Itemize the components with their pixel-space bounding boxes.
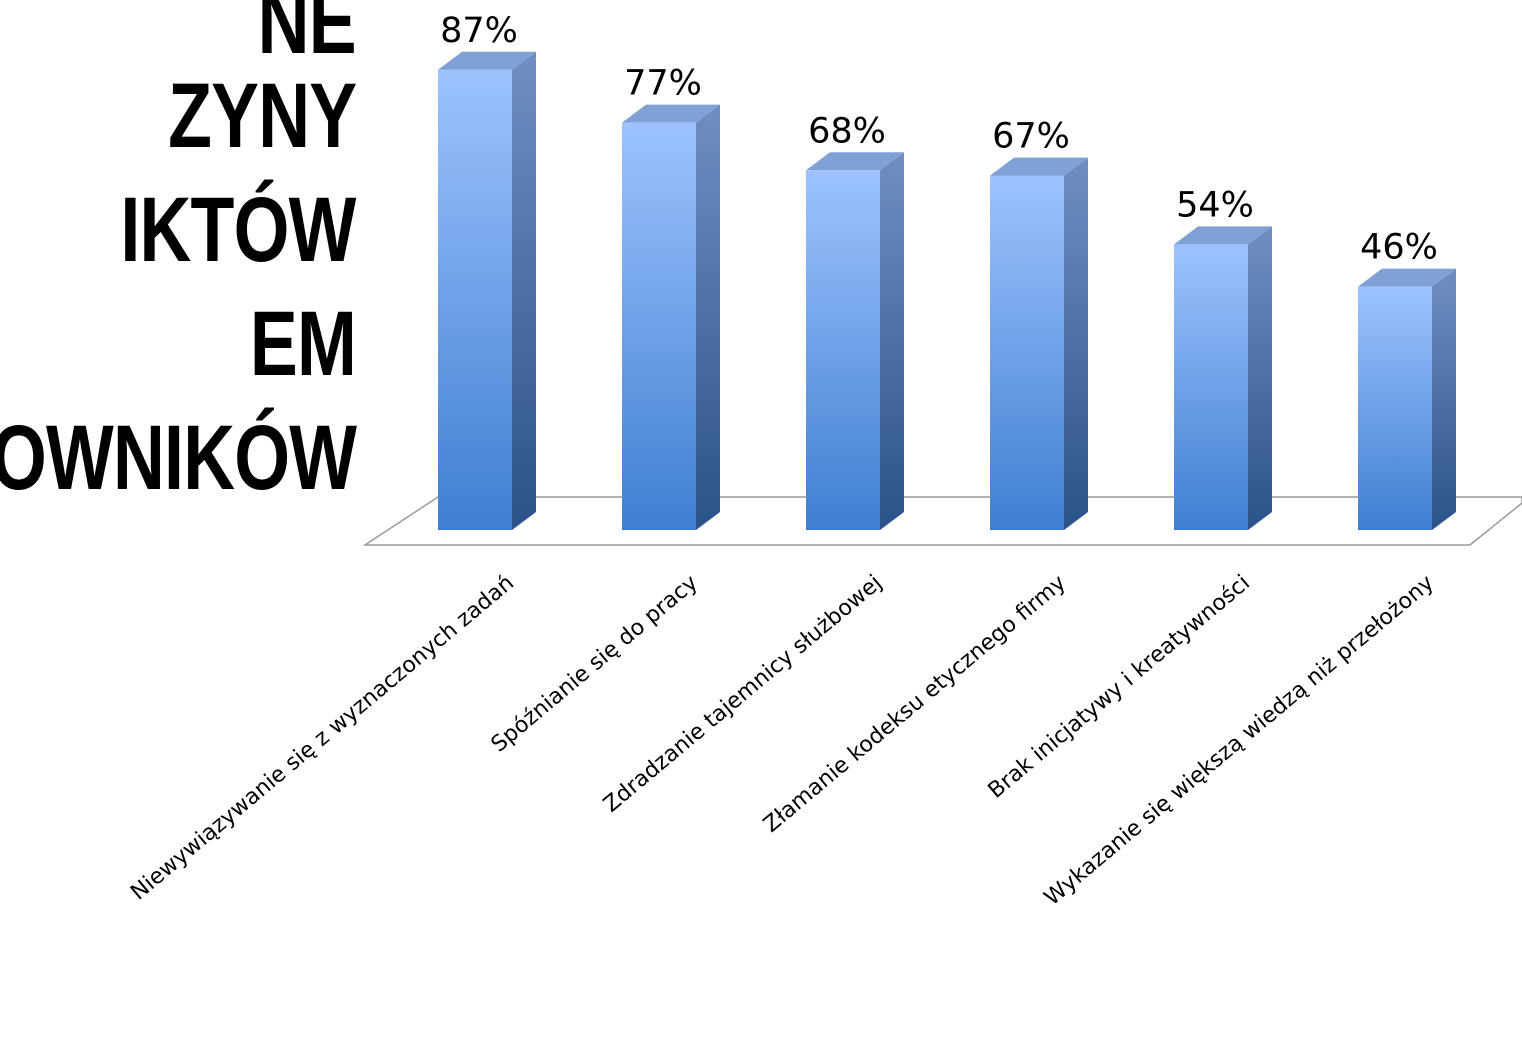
title-line-1: NE: [257, 0, 357, 73]
data-label-4: 67%: [992, 117, 1070, 157]
title-line-4: EM: [249, 293, 357, 395]
bar-4: [990, 157, 1088, 530]
bar-top: [990, 157, 1088, 176]
bar-6: [1358, 268, 1456, 530]
title-line-2: ZYNY: [167, 65, 357, 167]
bar-side: [1248, 226, 1272, 530]
bar-top: [1358, 268, 1456, 287]
bar-front: [1174, 244, 1248, 530]
bar-side: [1432, 268, 1456, 530]
bar-top: [438, 51, 536, 70]
title-line-3: IKTÓW: [120, 179, 357, 281]
data-label-1: 87%: [440, 11, 518, 51]
category-label-6: Wykazanie się większą wiedzą niż przełoż…: [1040, 570, 1439, 910]
bar-5: [1174, 226, 1272, 530]
bar-side: [512, 51, 536, 531]
bar-front: [806, 170, 880, 530]
bar-front: [990, 175, 1064, 530]
data-label-6: 46%: [1360, 228, 1438, 268]
data-label-3: 68%: [808, 111, 886, 151]
chart-floor: [362, 496, 1522, 546]
title-line-5: OWNIKÓW: [0, 407, 357, 509]
bar-2: [622, 104, 720, 531]
bar-top: [622, 104, 720, 123]
bar-side: [1064, 157, 1088, 530]
bar-front: [438, 69, 512, 531]
slide-title: NE ZYNY IKTÓW EM OWNIKÓW: [0, 0, 380, 520]
bar-top: [806, 152, 904, 171]
bar-3: [806, 152, 904, 530]
bar-top: [1174, 226, 1272, 245]
category-label-2: Spóźnianie się do pracy: [487, 570, 703, 757]
bar-side: [880, 152, 904, 530]
data-label-5: 54%: [1176, 185, 1254, 225]
category-label-4: Złamanie kodeksu etycznego firmy: [759, 570, 1071, 837]
bar-front: [622, 122, 696, 531]
data-label-2: 77%: [624, 64, 702, 104]
category-label-1: Niewywiązywanie się z wyznaczonych zadań: [126, 570, 519, 905]
bar-1: [438, 51, 536, 531]
bar-front: [1358, 286, 1432, 530]
bar-side: [696, 104, 720, 531]
